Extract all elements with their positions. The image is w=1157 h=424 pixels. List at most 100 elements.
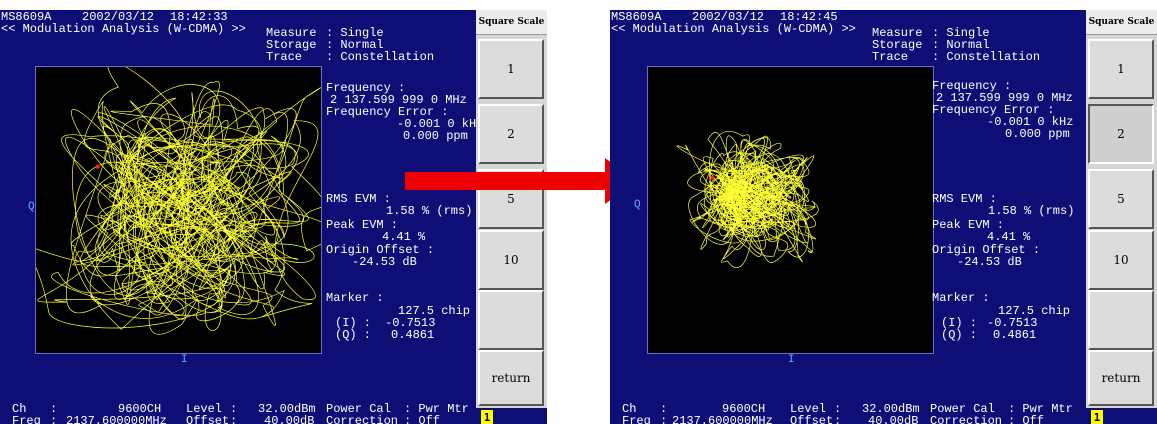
footer-freq-sep: :: [50, 414, 58, 424]
marker-i-label: (I) :: [941, 316, 978, 330]
marker-chip: 127.5 chip: [398, 304, 471, 318]
footer-powercal-label: Power Cal: [930, 402, 995, 416]
footer-ch-sep: :: [660, 402, 668, 416]
blank-softkey[interactable]: [1088, 290, 1154, 350]
marker-label: Marker :: [326, 291, 384, 305]
freq-error-ppm: 0.000 ppm: [403, 129, 468, 143]
peak-evm-label: Peak EVM :: [326, 218, 399, 232]
model-label: MS8609A: [611, 10, 662, 24]
footer-freq-label: Freq: [12, 414, 41, 424]
mode-title: << Modulation Analysis (W-CDMA) >>: [1, 22, 246, 36]
footer-offset-sep: :: [834, 414, 842, 424]
footer-offset-label: Offset: [790, 414, 834, 424]
marker-q-value: 0.4861: [993, 328, 1037, 342]
marker-point: [710, 175, 715, 180]
footer-level-sep: :: [834, 402, 842, 416]
constellation-plot: [647, 66, 934, 354]
return-button[interactable]: return: [1088, 350, 1154, 406]
scale-5-button[interactable]: 5: [1088, 169, 1154, 229]
origin-offset-value: -24.53 dB: [352, 255, 417, 269]
marker-i-value: -0.7513: [987, 316, 1038, 330]
footer-correction-label: Correction: [326, 414, 399, 424]
marker-i-label: (I) :: [335, 316, 372, 330]
page-indicator: 1: [481, 410, 493, 424]
marker-label: Marker :: [932, 291, 990, 305]
measure-value: : Single: [932, 26, 990, 40]
storage-label: Storage: [872, 38, 923, 52]
footer-offset-value: 40.00dB: [264, 414, 315, 424]
marker-i-value: -0.7513: [385, 316, 436, 330]
time-label: 18:42:33: [170, 10, 228, 24]
constellation-plot: [35, 66, 322, 354]
peak-evm-value: 4.41 %: [987, 230, 1031, 244]
left-display: MS8609A 2002/03/12 18:42:33 << Modulatio…: [0, 10, 476, 424]
freq-error-label: Frequency Error :: [932, 103, 1055, 117]
page-indicator-bar: [476, 408, 547, 424]
footer-freq-label: Freq: [622, 414, 651, 424]
time-label: 18:42:45: [780, 10, 838, 24]
scale-1-button[interactable]: 1: [1088, 39, 1154, 99]
footer-ch-sep: :: [50, 402, 58, 416]
scale-2-button[interactable]: 2: [478, 104, 544, 164]
marker-chip: 127.5 chip: [998, 304, 1071, 318]
freq-error-khz: -0.001 0 kHz: [397, 117, 476, 131]
q-axis-label: Q: [634, 199, 641, 211]
page-indicator-bar: [1086, 408, 1157, 424]
left-analyzer-screen: MS8609A 2002/03/12 18:42:33 << Modulatio…: [0, 10, 547, 424]
footer-level-sep: :: [230, 402, 238, 416]
trace-value: : Constellation: [932, 50, 1041, 64]
scale-1-button[interactable]: 1: [478, 39, 544, 99]
footer-powercal-label: Power Cal: [326, 402, 391, 416]
frequency-label: Frequency :: [932, 79, 1012, 93]
marker-q-label: (Q) :: [941, 328, 978, 342]
storage-label: Storage: [266, 38, 317, 52]
peak-evm-label: Peak EVM :: [932, 218, 1005, 232]
arrow-icon: [405, 158, 637, 204]
footer-powercal-value: : Pwr Mtr: [404, 402, 469, 416]
footer-freq-value: 2137.600000MHz: [672, 414, 773, 424]
softkey-panel: Square Scale 1 2 5 10 return 1: [476, 10, 547, 424]
origin-offset-value: -24.53 dB: [957, 255, 1022, 269]
rms-evm-label: RMS EVM :: [932, 192, 997, 206]
footer-correction-value: : Off: [1008, 414, 1045, 424]
scale-10-button[interactable]: 10: [1088, 230, 1154, 290]
right-display: MS8609A 2002/03/12 18:42:45 << Modulatio…: [610, 10, 1086, 424]
footer-freq-value: 2137.600000MHz: [66, 414, 167, 424]
footer-level-value: 32.00dBm: [862, 402, 920, 416]
rms-evm-value: 1.58 % (rms): [988, 204, 1075, 218]
footer-ch-label: Ch: [12, 402, 27, 416]
scale-10-button[interactable]: 10: [478, 230, 544, 290]
storage-value: : Normal: [932, 38, 990, 52]
page-indicator: 1: [1091, 410, 1103, 424]
freq-error-ppm: 0.000 ppm: [1005, 127, 1070, 141]
footer-ch-label: Ch: [622, 402, 637, 416]
mode-title: << Modulation Analysis (W-CDMA) >>: [611, 22, 856, 36]
footer-ch-value: 9600CH: [722, 402, 766, 416]
footer-offset-label: Offset: [186, 414, 230, 424]
footer-offset-value: 40.00dB: [868, 414, 919, 424]
footer-correction-label: Correction: [930, 414, 1003, 424]
constellation-trace: [36, 67, 321, 335]
footer-level-label: Level: [790, 402, 827, 416]
date-label: 2002/03/12: [692, 10, 765, 24]
blank-softkey[interactable]: [478, 290, 544, 350]
trace-value: : Constellation: [326, 50, 435, 64]
trace-label: Trace: [266, 50, 303, 64]
scale-2-button[interactable]: 2: [1088, 104, 1154, 164]
peak-evm-value: 4.41 %: [382, 230, 426, 244]
constellation-trace: [676, 131, 819, 269]
footer-level-value: 32.00dBm: [258, 402, 316, 416]
measure-label: Measure: [872, 26, 923, 40]
origin-offset-label: Origin Offset :: [932, 243, 1041, 257]
storage-value: : Normal: [326, 38, 384, 52]
marker-q-label: (Q) :: [335, 328, 372, 342]
right-analyzer-screen: MS8609A 2002/03/12 18:42:45 << Modulatio…: [610, 10, 1157, 424]
freq-error-khz: -0.001 0 kHz: [987, 115, 1074, 129]
measure-label: Measure: [266, 26, 317, 40]
footer-ch-value: 9600CH: [118, 402, 162, 416]
rms-evm-value: 1.58 % (rms): [386, 204, 473, 218]
rms-evm-label: RMS EVM :: [326, 192, 391, 206]
frequency-label: Frequency :: [326, 81, 406, 95]
return-button[interactable]: return: [478, 350, 544, 406]
frequency-value: 2 137.599 999 0 MHz: [330, 93, 467, 107]
